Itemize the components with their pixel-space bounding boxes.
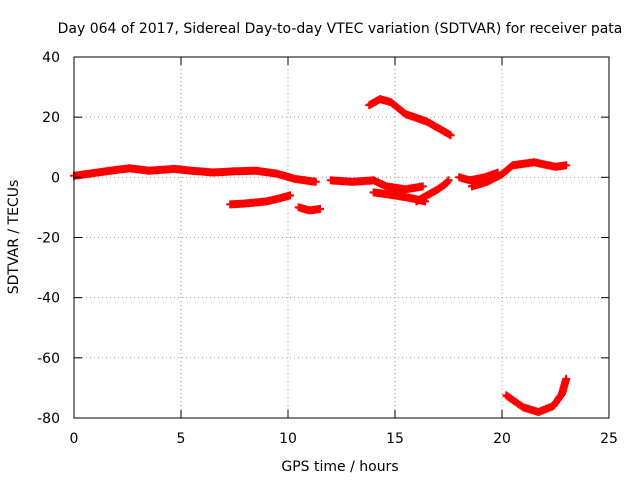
series-track-8 (455, 168, 502, 185)
y-tick-label: -40 (37, 291, 60, 307)
x-tick-label: 10 (279, 431, 297, 447)
data-points (455, 168, 502, 185)
x-tick-label: 15 (386, 431, 404, 447)
x-tick-label: 0 (70, 431, 79, 447)
y-tick-labels: 40 20 0 -20 -40 -60 -80 (37, 50, 60, 427)
data-series (70, 95, 571, 416)
data-points (468, 158, 571, 191)
data-points (365, 95, 455, 140)
series-track-9 (468, 158, 571, 191)
y-tick-label: 40 (42, 50, 60, 66)
series-track-3 (294, 203, 325, 215)
chart-title: Day 064 of 2017, Sidereal Day-to-day VTE… (58, 21, 623, 37)
y-tick-label: -80 (37, 411, 60, 427)
y-tick-label: 20 (42, 110, 60, 126)
series-track-10 (502, 374, 571, 416)
y-tick-label: -20 (37, 231, 60, 247)
x-tick-label: 5 (177, 431, 186, 447)
x-tick-label: 25 (600, 431, 618, 447)
series-track-6 (412, 176, 453, 206)
x-tick-label: 20 (493, 431, 511, 447)
x-tick-labels: 0 5 10 15 20 25 (70, 431, 618, 447)
data-points (412, 176, 453, 206)
y-tick-label: 0 (51, 170, 60, 186)
series-track-7 (365, 95, 455, 140)
data-points (226, 191, 295, 209)
data-points (294, 203, 325, 215)
y-axis-label: SDTVAR / TECUs (6, 180, 22, 295)
axis-ticks (73, 56, 610, 419)
data-points (326, 176, 427, 194)
series-track-2 (226, 191, 295, 209)
data-points (502, 374, 571, 416)
series-track-4 (326, 176, 427, 194)
y-tick-label: -60 (37, 351, 60, 367)
grid (74, 57, 609, 418)
x-axis-label: GPS time / hours (281, 459, 398, 475)
